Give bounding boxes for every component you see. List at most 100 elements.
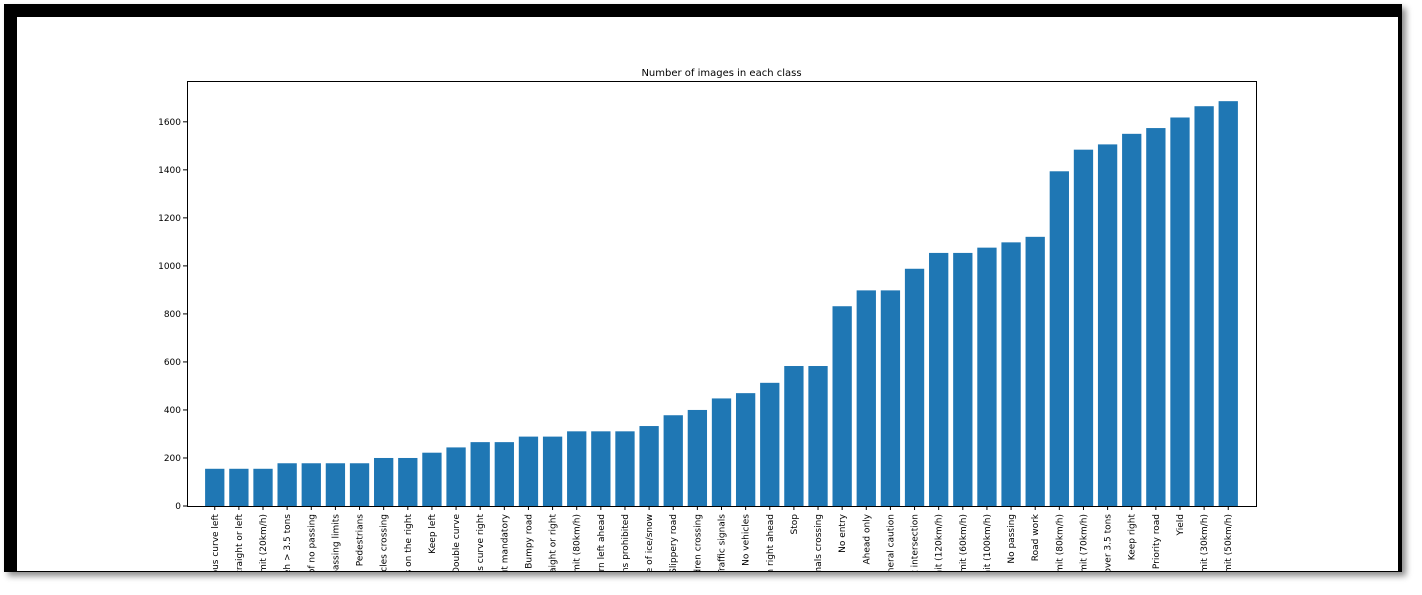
bar: [1146, 128, 1166, 507]
bar: [735, 393, 756, 506]
x-tick-label: raight or right: [549, 514, 559, 571]
bar: [1025, 236, 1045, 507]
bar: [470, 442, 490, 506]
x-tick-label: ons prohibited: [621, 514, 631, 571]
x-tick-label: passing limits: [331, 514, 341, 571]
bar: [205, 468, 225, 506]
bar: [1049, 171, 1069, 507]
x-tick-label: Ahead only: [862, 513, 872, 564]
x-tick-label: limit (80km/h): [1055, 514, 1065, 571]
x-tick-label: ildren crossing: [693, 514, 703, 571]
x-tick-label: Priority road: [1152, 514, 1162, 569]
bar: [1122, 133, 1142, 506]
bar: [349, 463, 370, 506]
bar: [953, 252, 973, 506]
x-tick-label: Keep right: [1128, 514, 1138, 561]
x-tick-label: Road work: [1031, 513, 1041, 561]
x-tick-label: rn right ahead: [766, 514, 776, 571]
x-tick-label: straight or left: [235, 514, 245, 571]
x-tick-label: of no passing: [307, 514, 317, 571]
bar: [929, 252, 949, 506]
x-tick-label: limit (70km/h): [1079, 514, 1089, 571]
figure-canvas: Number of images in each class 0 200 400 60…: [17, 17, 1398, 571]
x-tick-label: limit (80km/h): [573, 514, 583, 571]
y-tick-label: 1000: [158, 262, 181, 272]
bar: [832, 306, 852, 506]
y-tick-label: 1200: [158, 214, 181, 224]
bar: [880, 290, 901, 506]
bar: [615, 431, 635, 506]
bar: [784, 366, 804, 506]
bar: [325, 463, 346, 506]
x-tick-label: No entry: [838, 513, 848, 553]
bar: [591, 431, 611, 506]
bar: [639, 426, 659, 506]
x-tick-label: Double curve: [452, 514, 462, 571]
x-tick-label: imit (100km/h): [983, 514, 993, 571]
screenshot-frame: Number of images in each class 0 200 400 60…: [4, 4, 1402, 572]
bar: [542, 436, 563, 506]
x-tick-label: ws on the right: [404, 514, 414, 571]
bars: [205, 101, 1238, 507]
y-tick-label: 600: [164, 358, 181, 368]
x-tick-label: urn left ahead: [597, 514, 607, 571]
x-tick-label: limit (30km/h): [1200, 514, 1210, 571]
x-tick-label: No passing: [1007, 514, 1017, 564]
bar: [760, 382, 780, 506]
bar: [1194, 106, 1214, 507]
bar: [1001, 242, 1021, 506]
bar: [687, 409, 708, 506]
y-tick-label: 400: [164, 406, 181, 416]
x-tick-label: limit (50km/h): [1224, 514, 1234, 571]
bar-chart: Number of images in each class 0 200 400 60…: [158, 68, 1257, 571]
x-tick-label: eneral caution: [886, 514, 896, 571]
x-tick-label: rous curve left: [211, 514, 221, 571]
y-tick-label: 800: [164, 310, 181, 320]
bar: [1218, 101, 1238, 506]
bar: [1097, 144, 1118, 506]
bar: [301, 463, 321, 506]
bar: [904, 268, 925, 506]
bar: [446, 447, 466, 506]
x-tick-label: Keep left: [428, 514, 438, 554]
x-tick-label: ous curve right: [476, 514, 486, 571]
bar: [398, 457, 418, 506]
x-tick-label: Yield: [1176, 514, 1186, 536]
y-tick-label: 1600: [158, 118, 181, 128]
bar: [422, 452, 442, 506]
x-tick-label: out mandatory: [500, 513, 510, 571]
bar: [277, 463, 297, 506]
x-tick-label: Slippery road: [669, 514, 679, 571]
bar: [518, 436, 539, 506]
bar: [663, 415, 683, 506]
bar: [808, 366, 828, 506]
x-tick-label: No vehicles: [742, 514, 752, 566]
x-tick-label: Bumpy road: [524, 514, 534, 569]
x-tick-label: at intersection: [911, 514, 921, 571]
bar: [1073, 149, 1094, 507]
bar: [229, 468, 249, 506]
y-tick-label: 1400: [158, 166, 181, 176]
x-tick-label: Pedestrians: [356, 514, 366, 567]
bar: [711, 398, 732, 506]
x-tick-label: Traffic signals: [718, 514, 728, 571]
x-tick-label: ycles crossing: [380, 514, 390, 571]
x-tick-label: veh > 3.5 tons: [283, 514, 293, 571]
x-tick-label: re of ice/snow: [645, 514, 655, 571]
x-axis: rous curve left straight or left limit (20…: [211, 506, 1234, 571]
x-tick-label: limit (60km/h): [959, 514, 969, 571]
y-axis: 0 200 400 600 800 1000 1200 1400 1600: [158, 118, 187, 512]
y-tick-label: 200: [164, 454, 181, 464]
axes-frame: [187, 81, 1257, 507]
bar: [374, 457, 394, 506]
bar: [1170, 117, 1190, 506]
x-tick-label: imals crossing: [814, 514, 824, 571]
x-tick-label: Stop: [790, 514, 800, 535]
x-tick-label: limit (20km/h): [259, 514, 269, 571]
bar: [567, 431, 587, 506]
bar: [253, 468, 273, 506]
y-tick-label: 0: [175, 502, 181, 512]
bar: [977, 247, 997, 506]
x-tick-label: o over 3.5 tons: [1104, 514, 1114, 571]
x-tick-label: imit (120km/h): [935, 514, 945, 571]
